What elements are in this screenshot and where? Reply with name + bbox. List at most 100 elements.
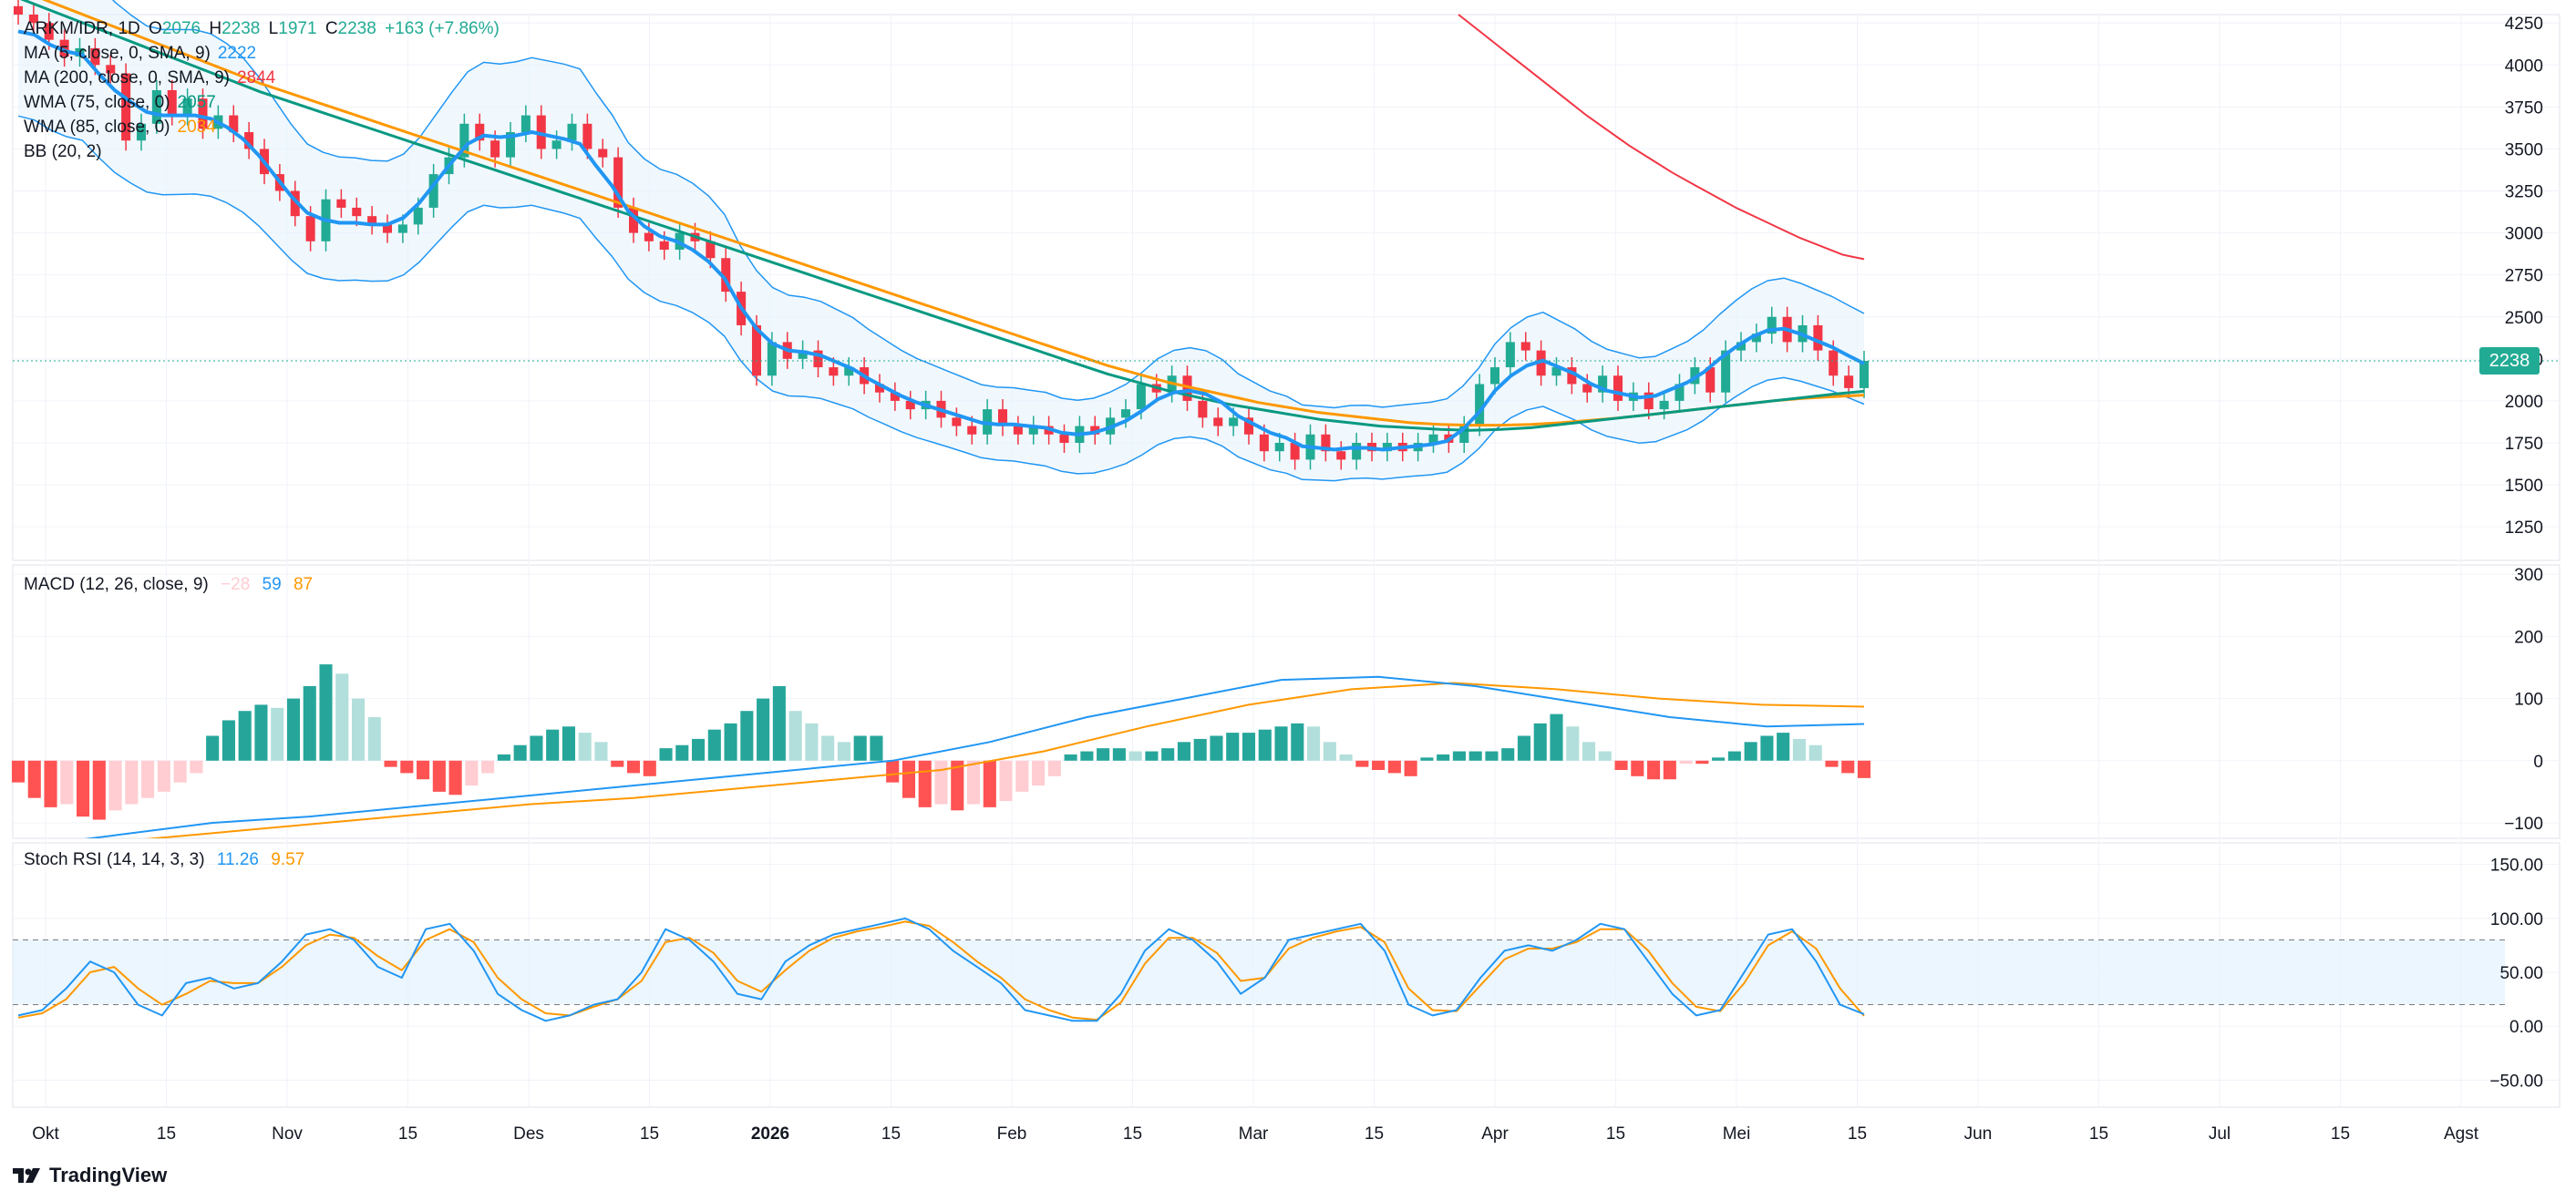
stoch-k-value: 11.26 [216,850,259,869]
candle-body [520,115,531,133]
macd-histogram-bar [853,735,867,761]
candle-body [1813,324,1823,351]
tradingview-logo-icon [13,1168,40,1183]
candle-body [706,241,716,259]
macd-histogram-bar [1032,760,1046,786]
macd-histogram-bar [417,760,430,780]
candle-body [305,216,315,241]
macd-histogram-bar [886,760,900,783]
macd-histogram-bar [286,698,301,761]
macd-histogram-bar [1177,742,1190,761]
ohlc-header: ARKM/IDR, 1D O2076 H2238 L1971 C2238 +16… [24,16,500,41]
macd-lines [84,675,1865,838]
candle-body [813,350,823,368]
candle-body [659,241,669,251]
symbol-label[interactable]: ARKM/IDR, 1D [24,19,140,38]
candle-body [1475,384,1485,426]
x-tick-label: 15 [2331,1124,2350,1144]
legend-wma75[interactable]: WMA (75, close, 0) 2057 [24,90,500,115]
legend-ma5-label: MA (5, close, 0, SMA, 9) [24,44,211,63]
x-tick-label: Feb [997,1124,1027,1144]
macd-histogram-bar [77,760,90,817]
ma5-line [17,29,1865,452]
macd-histogram-bar [1047,760,1061,776]
macd-histogram-bar [611,760,624,767]
macd-histogram-bar [530,735,543,761]
macd-histogram-bar [335,673,349,761]
candle-body [1659,400,1669,410]
x-tick-label: 15 [1606,1124,1625,1144]
candle-body [952,417,962,426]
candle-body [798,350,808,359]
candle-body [1243,417,1254,435]
candle-body [1198,400,1208,418]
macd-histogram-bar [319,664,333,761]
macd-histogram-bar [60,760,74,805]
macd-histogram-bar [1161,748,1175,761]
x-tick-label: 15 [640,1124,659,1144]
candle-body [1459,426,1469,443]
macd-histogram-bar [238,711,252,761]
legend-ma200[interactable]: MA (200, close, 0, SMA, 9) 2844 [24,66,500,90]
candle-body [167,89,177,116]
macd-histogram-bar [1080,751,1094,761]
macd-histogram-bar [1404,760,1417,776]
candle-body [1120,409,1131,418]
macd-histogram-bar [125,760,139,805]
candle-body [1674,384,1685,401]
macd-legend[interactable]: MACD (12, 26, close, 9) −28 59 87 [24,572,313,597]
x-tick-label: Mar [1239,1124,1269,1144]
macd-histogram-bar [481,760,495,774]
high-value: 2238 [222,19,261,38]
macd-histogram-bar [400,760,414,774]
macd-histogram-bar [1841,760,1855,774]
tradingview-logo[interactable]: TradingView [13,1164,167,1187]
price-tick-label: 1500 [2505,477,2543,496]
candle-body [767,342,777,376]
low-label: L [268,19,279,38]
close-label: C [325,19,338,38]
candle-body [1274,442,1284,452]
candle-body [829,367,839,376]
macd-histogram-bar [1550,713,1563,761]
legend-bb[interactable]: BB (20, 2) [24,139,500,164]
macd-histogram-bar [562,726,575,761]
candle-body [198,98,208,129]
candle-body [628,207,639,233]
x-tick-label: Apr [1481,1124,1509,1144]
legend-wma85[interactable]: WMA (85, close, 0) 2034 [24,115,500,139]
macd-histogram-bar [190,760,203,774]
macd-histogram-bar [692,738,706,761]
macd-histogram-bar [772,685,786,761]
macd-histogram-bar [1857,760,1871,778]
macd-signal-line [144,682,1865,838]
tradingview-logo-text: TradingView [49,1164,168,1186]
candle-body [751,324,762,376]
macd-histogram-bar [1517,735,1531,761]
price-tick-label: 3750 [2505,98,2543,118]
macd-histogram-bar [303,685,316,761]
x-tick-label: 15 [1848,1124,1867,1144]
stoch-legend[interactable]: Stoch RSI (14, 14, 3, 3) 11.26 9.57 [24,847,304,872]
legend-ma5[interactable]: MA (5, close, 0, SMA, 9) 2222 [24,41,500,66]
macd-histogram-bar [432,760,446,792]
candle-body [1229,417,1239,426]
candle-body [598,149,608,158]
candle-body [1859,361,1870,388]
last-price-tag: 2238 [2479,347,2540,375]
candle-body [490,140,500,158]
legend-bb-label: BB (20, 2) [24,142,102,161]
stoch-d-value: 9.57 [271,850,305,869]
price-tick-label: 3250 [2505,183,2543,202]
candle-body [1059,434,1069,443]
price-legend: ARKM/IDR, 1D O2076 H2238 L1971 C2238 +16… [24,16,500,164]
macd-histogram-bar [222,720,235,761]
price-tick-label: 3500 [2505,140,2543,159]
macd-histogram-bar [1808,744,1822,761]
legend-ma200-label: MA (200, close, 0, SMA, 9) [24,68,230,87]
candle-body [244,132,254,149]
candle-body [1551,367,1561,376]
stoch-tick-label: 0.00 [2509,1018,2543,1037]
